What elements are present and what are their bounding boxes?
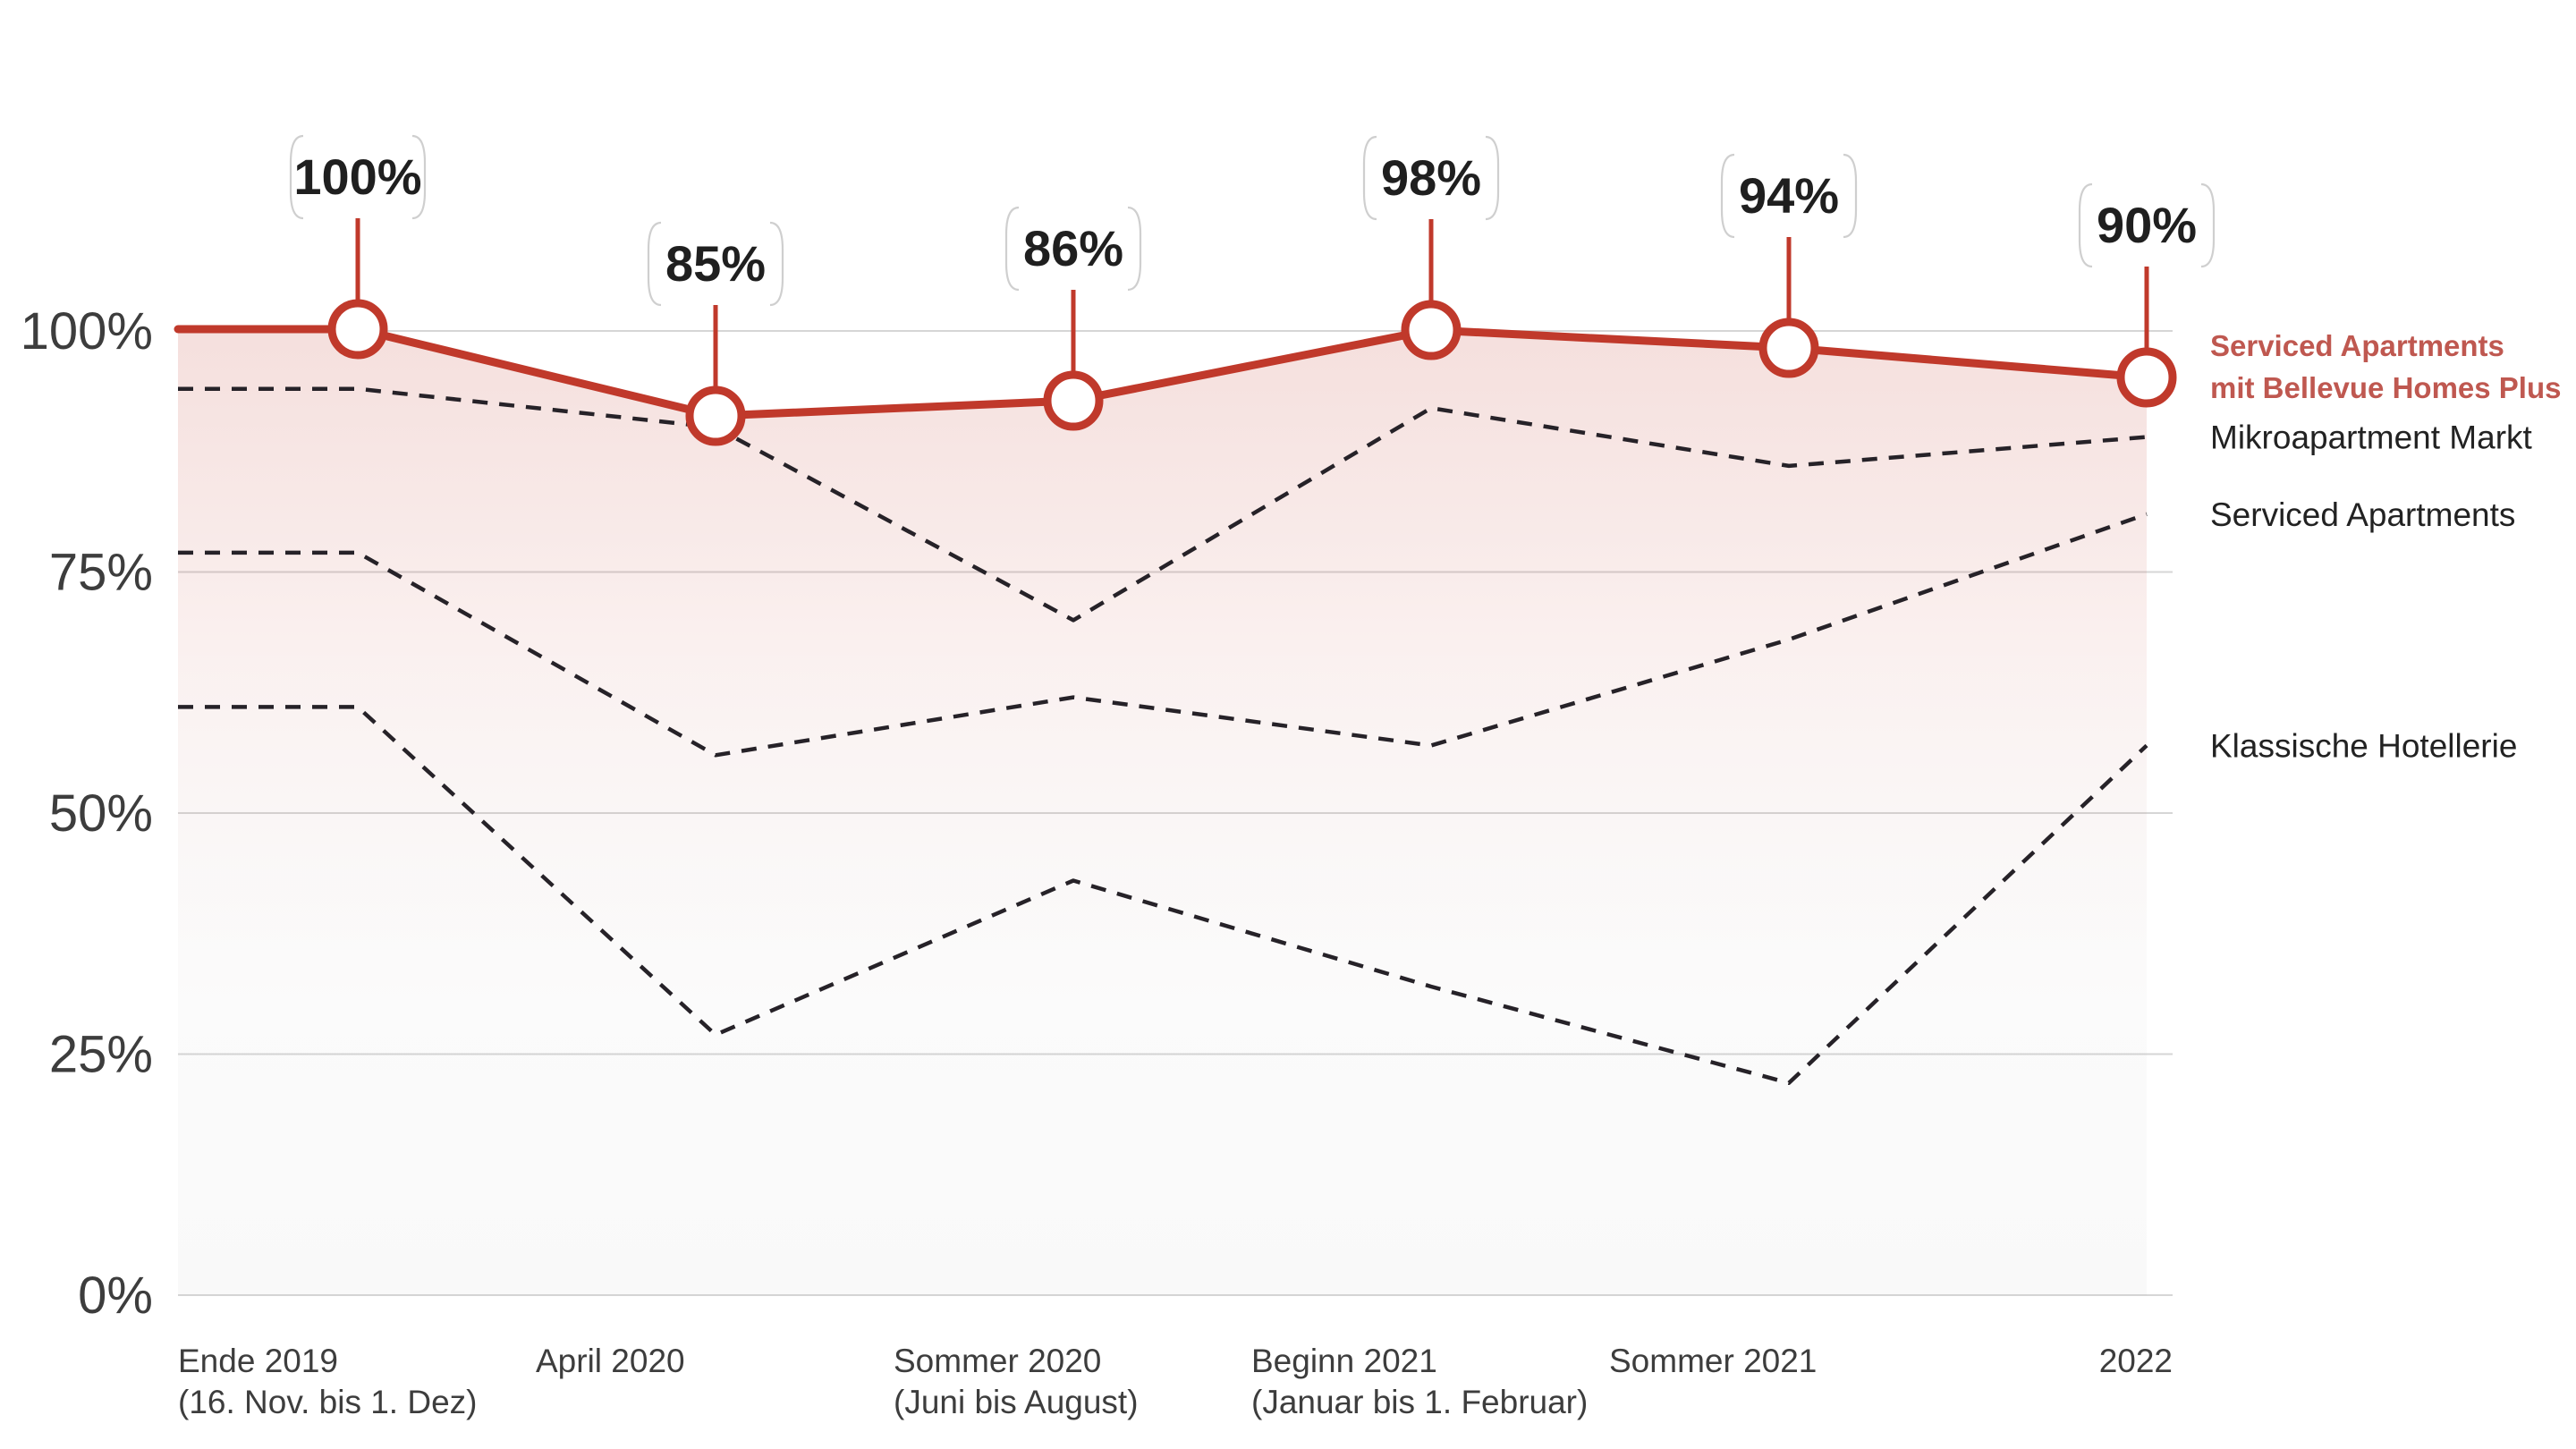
svg-text:50%: 50%	[49, 784, 153, 843]
svg-text:Ende 2019: Ende 2019	[178, 1343, 338, 1379]
svg-text:Serviced Apartments: Serviced Apartments	[2210, 496, 2515, 533]
svg-text:(Januar bis 1. Februar): (Januar bis 1. Februar)	[1251, 1384, 1588, 1420]
svg-text:100%: 100%	[293, 148, 421, 205]
svg-text:(Juni bis August): (Juni bis August)	[894, 1384, 1139, 1420]
svg-text:75%: 75%	[49, 544, 153, 602]
svg-text:Beginn 2021: Beginn 2021	[1251, 1343, 1437, 1379]
svg-text:98%: 98%	[1381, 149, 1481, 206]
svg-text:Klassische Hotellerie: Klassische Hotellerie	[2210, 728, 2517, 765]
svg-text:90%: 90%	[2097, 197, 2197, 253]
svg-text:April 2020: April 2020	[536, 1343, 685, 1379]
svg-text:94%: 94%	[1739, 167, 1839, 224]
svg-text:(16. Nov. bis 1. Dez): (16. Nov. bis 1. Dez)	[178, 1384, 477, 1420]
svg-text:Sommer 2020: Sommer 2020	[894, 1343, 1101, 1379]
svg-text:25%: 25%	[49, 1026, 153, 1084]
svg-text:0%: 0%	[78, 1267, 153, 1325]
svg-text:86%: 86%	[1023, 220, 1123, 276]
svg-text:85%: 85%	[665, 235, 766, 292]
svg-text:Sommer 2021: Sommer 2021	[1609, 1343, 1817, 1379]
svg-text:Mikroapartment Markt: Mikroapartment Markt	[2210, 419, 2533, 456]
svg-text:mit Bellevue Homes Plus: mit Bellevue Homes Plus	[2210, 371, 2561, 404]
svg-text:Serviced Apartments: Serviced Apartments	[2210, 329, 2504, 362]
svg-text:100%: 100%	[21, 302, 153, 360]
svg-text:2022: 2022	[2099, 1343, 2173, 1379]
